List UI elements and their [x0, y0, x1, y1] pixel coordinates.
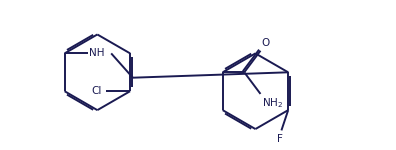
Text: NH$_2$: NH$_2$ [262, 97, 283, 110]
Text: NH: NH [89, 48, 105, 58]
Text: F: F [277, 134, 283, 144]
Text: O: O [262, 38, 270, 48]
Text: Cl: Cl [91, 86, 102, 96]
